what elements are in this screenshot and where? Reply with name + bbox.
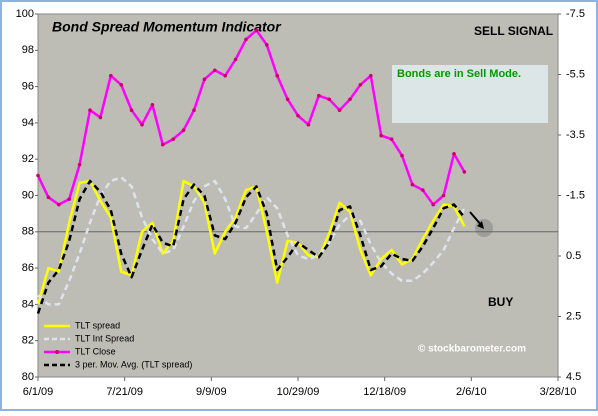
series-marker (296, 113, 300, 118)
y2-tick-label: 4.5 (566, 371, 581, 383)
y2-tick-label: 0.5 (566, 250, 581, 262)
y-tick-label: 84 (22, 298, 34, 310)
y-tick-label: 86 (22, 262, 34, 274)
series-marker (161, 142, 165, 147)
x-tick-label: 9/9/09 (196, 386, 227, 398)
series-marker (77, 162, 82, 167)
series-marker (306, 122, 311, 127)
series-marker (36, 173, 40, 178)
arrow-head (477, 221, 484, 229)
chart-title: Bond Spread Momentum Indicator (52, 19, 282, 35)
series-marker (431, 202, 436, 207)
series-marker (327, 97, 332, 102)
series-marker (369, 73, 373, 78)
y2-tick-label: -5.5 (566, 68, 585, 80)
legend-label: TLT Close (75, 346, 116, 356)
series-marker (233, 57, 238, 62)
legend-label: TLT spread (75, 320, 120, 330)
series-marker (88, 108, 92, 112)
y-tick-label: 90 (22, 189, 34, 201)
series-marker (109, 73, 113, 78)
series-marker (265, 43, 269, 47)
buy-label: BUY (488, 295, 513, 309)
series-marker (254, 28, 259, 33)
y2-tick-label: -3.5 (566, 129, 585, 141)
series-marker (98, 115, 103, 120)
x-tick-label: 10/29/09 (277, 386, 320, 398)
series-marker (389, 137, 394, 142)
legend-marker (55, 350, 59, 354)
series-marker (285, 97, 290, 102)
series-marker (46, 195, 51, 200)
y-tick-label: 94 (22, 117, 34, 129)
series-marker (171, 137, 175, 142)
series-marker (358, 82, 363, 87)
series-marker (202, 77, 207, 82)
series-marker (192, 108, 196, 112)
y2-tick-label: 2.5 (566, 310, 581, 322)
series-marker (462, 170, 467, 174)
series-marker (129, 108, 134, 112)
y-tick-label: 98 (22, 44, 34, 56)
series-marker (400, 153, 404, 158)
series-marker (150, 102, 155, 107)
series-marker (57, 202, 61, 207)
signal-label: SELL SIGNAL (474, 24, 553, 38)
x-tick-label: 6/1/09 (23, 386, 54, 398)
series-line (36, 179, 466, 305)
series-line (37, 176, 466, 306)
series-marker (67, 197, 71, 201)
y-tick-label: 100 (16, 8, 34, 20)
series-marker (213, 68, 217, 73)
series-marker (140, 122, 144, 127)
y2-tick-label: -1.5 (566, 189, 585, 201)
mode-label: Bonds are in Sell Mode. (397, 68, 521, 80)
credit: © stockbarometer.com (418, 344, 526, 355)
series-marker (223, 73, 227, 78)
series-marker (317, 93, 321, 98)
legend-label: TLT Int Spread (75, 333, 134, 343)
series-marker (410, 182, 415, 187)
series-marker (337, 108, 342, 112)
series-marker (441, 193, 446, 198)
y-tick-label: 80 (22, 371, 34, 383)
mode-box (392, 65, 548, 123)
x-tick-label: 12/18/09 (363, 386, 406, 398)
y-tick-label: 92 (22, 153, 34, 165)
series-marker (421, 188, 425, 192)
y-tick-label: 88 (22, 226, 34, 238)
series-marker (452, 151, 456, 156)
legend-label: 3 per. Mov. Avg. (TLT spread) (75, 359, 192, 369)
series-marker (379, 133, 384, 138)
series-marker (244, 37, 248, 42)
x-tick-label: 3/28/10 (540, 386, 577, 398)
x-tick-label: 2/6/10 (456, 386, 487, 398)
series-marker (348, 97, 352, 102)
y2-tick-label: -7.5 (566, 8, 585, 20)
series-marker (119, 82, 123, 87)
x-tick-label: 7/21/09 (106, 386, 143, 398)
y-tick-label: 96 (22, 81, 34, 93)
y-tick-label: 82 (22, 335, 34, 347)
series-marker (275, 73, 280, 78)
series-marker (181, 128, 186, 132)
series-line (36, 29, 466, 206)
